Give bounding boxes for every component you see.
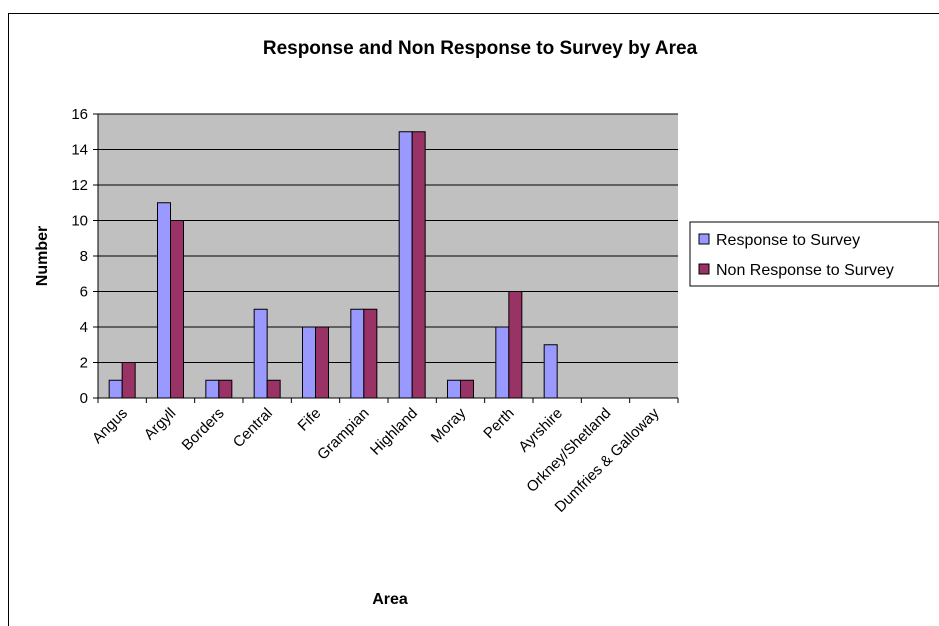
- bar-response: [350, 308, 365, 399]
- y-tick-label: 16: [71, 106, 88, 123]
- bar-response: [495, 326, 510, 399]
- bar-response: [543, 344, 558, 399]
- bar-non-response: [218, 379, 233, 399]
- y-tick-label: 6: [80, 284, 88, 301]
- x-tick-label: Central: [230, 405, 276, 451]
- legend-box: [689, 221, 939, 287]
- bar-response: [447, 379, 461, 399]
- bar-non-response: [266, 379, 281, 399]
- y-tick-label: 8: [80, 248, 88, 265]
- bar-non-response: [411, 131, 426, 399]
- bar-response: [205, 379, 220, 399]
- legend: Response to Survey Non Response to Survey: [689, 221, 939, 287]
- x-tick-label: Grampian: [314, 405, 373, 464]
- y-tick-label: 12: [71, 177, 88, 194]
- bar-non-response: [363, 308, 378, 399]
- bar-non-response: [508, 291, 523, 399]
- bar-response: [302, 326, 316, 399]
- bar-response: [398, 131, 413, 399]
- y-tick-label: 4: [80, 319, 88, 336]
- legend-swatch: [698, 263, 710, 275]
- bar-non-response: [170, 220, 184, 399]
- y-tick-label: 10: [71, 213, 88, 230]
- x-tick-label: Borders: [178, 405, 227, 454]
- chart-frame: [8, 13, 939, 626]
- x-tick-label: Angus: [89, 405, 131, 447]
- gridlines: [98, 113, 678, 363]
- y-tick-label: 2: [80, 355, 88, 372]
- x-tick-label: Moray: [428, 404, 470, 446]
- x-tick-label: Orkney/Shetland: [523, 405, 614, 496]
- bar-response: [108, 379, 123, 399]
- y-tick-label: 14: [71, 142, 88, 159]
- x-tick-labels: Angus Argyll Borders Central FifeGrampianHig…: [89, 404, 663, 515]
- x-tick-label: Highland: [367, 405, 421, 459]
- bars: [108, 131, 558, 399]
- y-tick-labels: 0 2 4 6 8 10 12 14 16: [71, 106, 88, 407]
- bar-non-response: [315, 326, 329, 399]
- legend-swatch: [698, 233, 710, 245]
- chart-title: Response and Non Response to Survey by A…: [263, 38, 698, 59]
- bar-response: [157, 202, 171, 399]
- y-tick-label: 0: [80, 390, 88, 407]
- bar-response: [253, 308, 268, 399]
- legend-label: Non Response to Survey: [716, 262, 894, 279]
- x-tick-label: Argyll: [141, 405, 180, 444]
- bar-non-response: [460, 379, 474, 399]
- y-axis-title: Number: [34, 226, 51, 286]
- x-tick-label: Fife: [295, 405, 325, 435]
- x-tick-label: Perth: [480, 405, 517, 442]
- axes: [93, 113, 679, 403]
- bar-non-response: [121, 362, 136, 399]
- x-axis-title: Area: [372, 591, 408, 608]
- legend-label: Response to Survey: [716, 232, 860, 249]
